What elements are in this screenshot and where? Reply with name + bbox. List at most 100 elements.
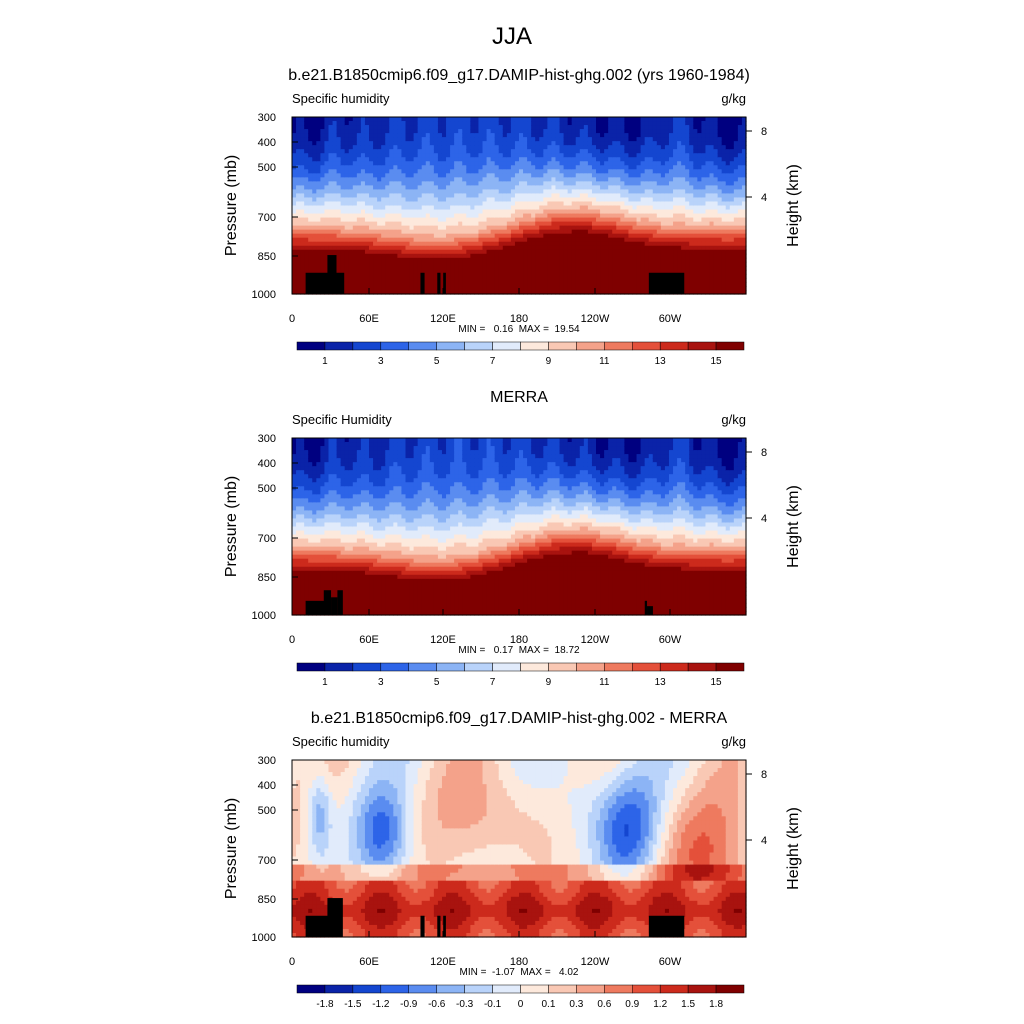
contour-cell [446, 245, 451, 251]
contour-cell [604, 141, 609, 146]
contour-cell [498, 241, 504, 247]
contour-cell [470, 177, 476, 182]
contour-cell [356, 161, 362, 166]
contour-cell [328, 129, 334, 134]
contour-cell [454, 121, 459, 126]
contour-cell [332, 209, 338, 215]
contour-cell [393, 133, 398, 138]
contour-cell [296, 229, 301, 235]
contour-cell [563, 265, 569, 271]
terrain-block [648, 272, 685, 294]
contour-cell [555, 185, 561, 191]
contour-cell [600, 289, 605, 295]
contour-cell [579, 153, 585, 158]
contour-cell [608, 197, 613, 203]
contour-cell [364, 129, 370, 134]
contour-cell [320, 189, 326, 195]
contour-cell [697, 269, 703, 275]
contour-cell [705, 149, 711, 154]
contour-cell [717, 269, 723, 275]
contour-cell [470, 241, 476, 247]
contour-cell [571, 141, 577, 146]
contour-cell [587, 289, 593, 295]
contour-cell [620, 245, 625, 251]
contour-cell [717, 157, 723, 162]
contour-cell [385, 141, 390, 146]
contour-cell [519, 157, 524, 162]
contour-cell [381, 233, 386, 239]
contour-cell [389, 237, 394, 243]
contour-cell [535, 145, 540, 150]
contour-cell [478, 277, 484, 283]
contour-cell [446, 153, 451, 158]
contour-cell [673, 249, 678, 255]
contour-cell [292, 145, 297, 150]
contour-cell [660, 117, 666, 122]
contour-cell [628, 225, 634, 231]
contour-cell [620, 217, 625, 223]
contour-cell [360, 261, 366, 267]
contour-cell [640, 253, 646, 259]
contour-cell [648, 201, 654, 207]
contour-cell [664, 213, 670, 219]
contour-cell [421, 169, 427, 174]
contour-cell [673, 165, 678, 170]
contour-cell [405, 161, 411, 166]
y-tick-label: 700 [258, 212, 276, 224]
contour-cell [300, 249, 305, 255]
contour-cell [640, 277, 646, 283]
contour-cell [701, 285, 707, 291]
contour-cell [425, 117, 431, 122]
contour-cell [389, 253, 394, 259]
contour-cell [308, 233, 313, 239]
contour-cell [324, 117, 330, 122]
contour-cell [729, 205, 735, 211]
contour-cell [474, 253, 480, 259]
contour-cell [685, 133, 690, 138]
contour-cell [620, 269, 625, 275]
contour-cell [454, 241, 459, 247]
contour-cell [636, 217, 642, 223]
contour-cell [312, 185, 317, 191]
contour-cell [539, 133, 544, 138]
contour-cell [320, 197, 326, 203]
contour-cell [324, 257, 330, 263]
contour-cell [612, 285, 617, 291]
contour-cell [685, 241, 690, 247]
contour-cell [381, 201, 386, 207]
contour-cell [429, 237, 435, 243]
contour-cell [441, 141, 447, 146]
contour-cell [421, 129, 427, 134]
contour-cell [320, 269, 326, 275]
contour-cell [474, 149, 480, 154]
contour-cell [429, 221, 435, 227]
contour-cell [514, 205, 520, 211]
contour-cell [685, 153, 690, 158]
contour-cell [579, 193, 585, 199]
contour-cell [328, 149, 334, 154]
contour-cell [393, 157, 398, 162]
contour-cell [312, 161, 317, 166]
contour-cell [648, 137, 654, 142]
contour-cell [555, 181, 561, 186]
contour-cell [364, 277, 370, 283]
contour-cell [369, 289, 374, 295]
contour-cell [486, 201, 492, 207]
contour-cell [332, 137, 338, 142]
contour-cell [733, 189, 739, 195]
contour-cell [470, 261, 476, 267]
contour-cell [733, 221, 739, 227]
contour-cell [620, 141, 625, 146]
contour-cell [308, 261, 313, 267]
contour-cell [348, 277, 354, 283]
contour-cell [474, 217, 480, 223]
contour-cell [494, 221, 500, 227]
contour-cell [450, 197, 455, 203]
contour-cell [510, 209, 516, 215]
contour-cell [377, 137, 382, 142]
contour-cell [494, 161, 500, 166]
contour-cell [328, 249, 334, 255]
contour-cell [721, 153, 727, 158]
contour-cell [559, 169, 565, 174]
contour-cell [340, 177, 346, 182]
